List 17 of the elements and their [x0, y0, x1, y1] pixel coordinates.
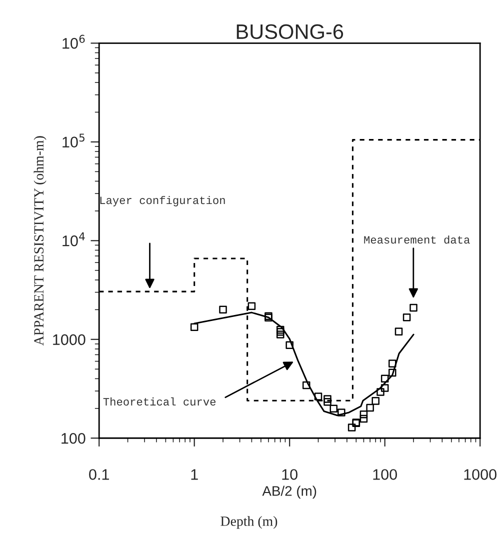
- y-tick-label: 1000: [53, 334, 86, 346]
- x-axis-title: AB/2 (m): [262, 486, 316, 499]
- y-tick-label: 10$^{4}$: [62, 232, 85, 246]
- annotation: Measurement data: [364, 235, 470, 244]
- annotation: Theoretical curve: [103, 397, 216, 406]
- y-tick-label: 10$^{6}$: [62, 34, 85, 49]
- x-tick-label: 1: [191, 469, 198, 480]
- text: Depth (m): [220, 516, 278, 529]
- x-tick-label: 0.1: [89, 469, 109, 480]
- annotation: Layer configuration: [100, 196, 225, 206]
- chart-title: BUSONG-6: [236, 24, 344, 40]
- x-tick-label: 1000: [464, 469, 496, 480]
- y-tick-label: 10$^{5}$: [62, 134, 84, 148]
- x-tick-label: 100: [373, 469, 397, 480]
- x-tick-label: 10: [282, 469, 298, 480]
- y-axis-title: APPARENT RESISTIVITY (ohm-m): [34, 136, 46, 346]
- y-tick-label: 100: [62, 432, 86, 444]
